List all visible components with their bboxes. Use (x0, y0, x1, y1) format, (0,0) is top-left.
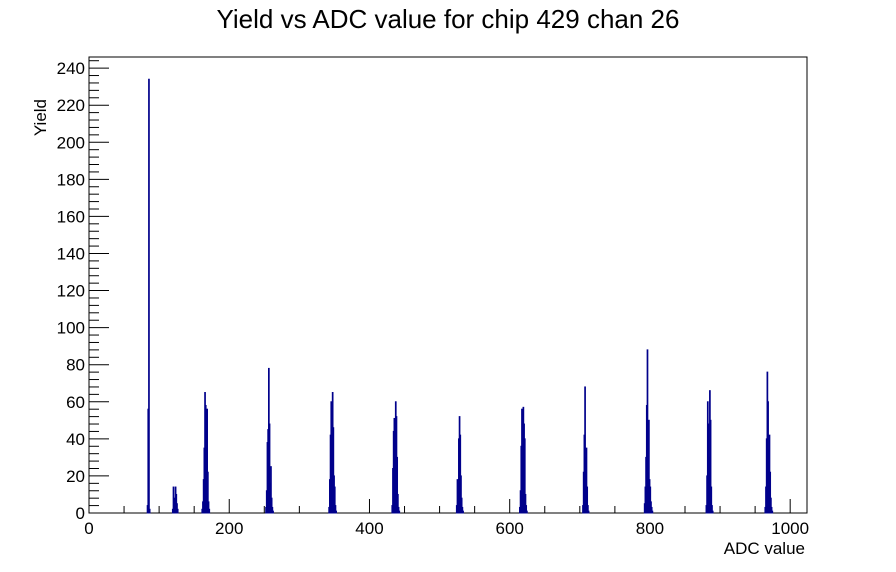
y-tick-label: 20 (66, 467, 85, 486)
chart-title: Yield vs ADC value for chip 429 chan 26 (217, 4, 680, 34)
y-tick-label: 100 (57, 319, 85, 338)
x-tick-label: 0 (84, 519, 93, 538)
histogram-bin (526, 510, 528, 514)
histogram-bin (208, 508, 211, 514)
histogram-bin (148, 508, 151, 514)
y-tick-label: 40 (66, 430, 85, 449)
histogram-bin (587, 510, 590, 514)
y-axis-label: Yield (31, 99, 50, 136)
x-tick-label: 1000 (771, 519, 809, 538)
y-tick-label: 240 (57, 59, 85, 78)
histogram-bin (651, 510, 654, 514)
histogram-bin (711, 510, 714, 514)
histogram-bin (771, 510, 774, 514)
histogram-bin (148, 78, 150, 514)
x-tick-label: 200 (215, 519, 243, 538)
x-tick-label: 800 (636, 519, 664, 538)
x-axis: 0 200 400 600 800 1000 (84, 499, 809, 538)
histogram-bin (462, 510, 464, 514)
y-tick-label: 80 (66, 356, 85, 375)
y-tick-label: 140 (57, 244, 85, 263)
y-tick-label: 200 (57, 133, 85, 152)
x-tick-label: 600 (496, 519, 524, 538)
x-tick-label: 400 (355, 519, 383, 538)
y-tick-label: 60 (66, 393, 85, 412)
y-axis: 0 20 40 60 80 100 120 140 160 180 200 220 240 (57, 59, 109, 523)
x-axis-label: ADC value (724, 539, 805, 558)
plot-frame (88, 56, 808, 514)
histogram-bin (398, 510, 401, 514)
y-tick-label: 180 (57, 170, 85, 189)
y-tick-label: 160 (57, 207, 85, 226)
histogram-bins (146, 78, 774, 514)
histogram-bin (272, 510, 274, 514)
y-tick-label: 120 (57, 282, 85, 301)
y-tick-label: 220 (57, 96, 85, 115)
histogram-bin (335, 510, 338, 514)
y-tick-label: 0 (76, 504, 85, 523)
histogram-bin (176, 508, 179, 514)
